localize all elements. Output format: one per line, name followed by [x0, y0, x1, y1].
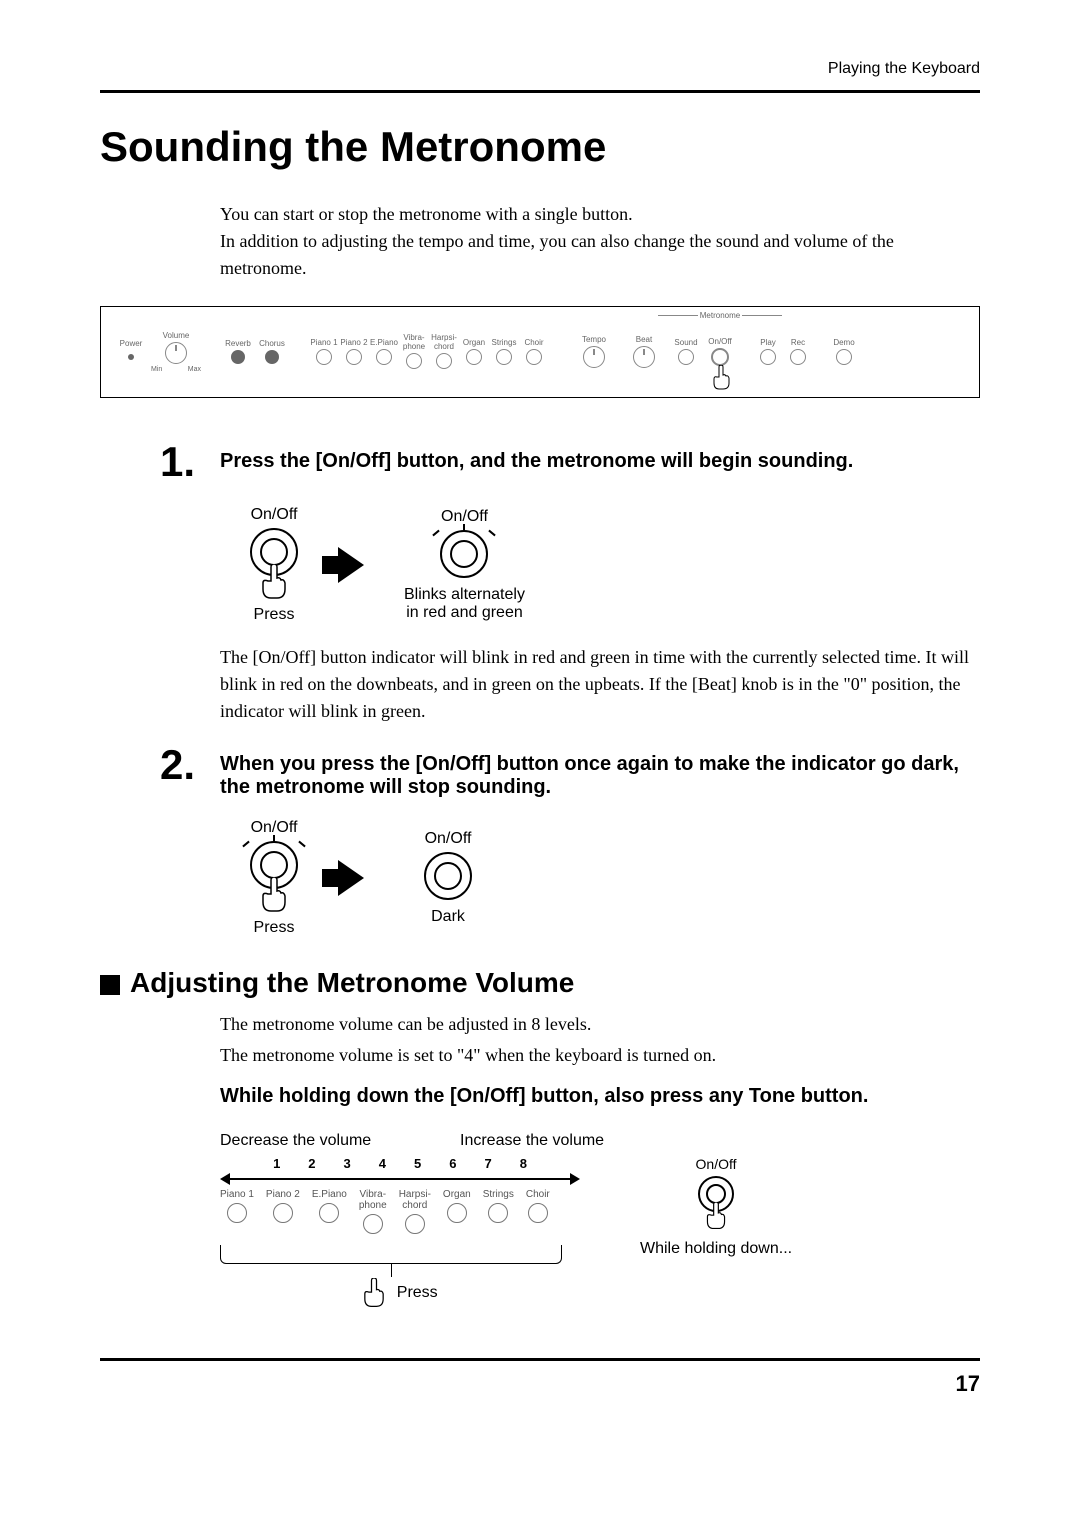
panel-tone-1: Piano 2 — [339, 338, 369, 347]
vol-hold: While holding down... — [640, 1240, 792, 1258]
panel-volume-label: Volume — [151, 331, 201, 340]
volume-figure: Decrease the volume Increase the volume … — [220, 1132, 980, 1308]
arrow-icon-2 — [338, 860, 364, 896]
vol-tone-6: Strings — [483, 1189, 514, 1200]
header-section: Playing the Keyboard — [100, 60, 980, 78]
vol-num-2: 2 — [308, 1156, 315, 1171]
panel-beat: Beat — [619, 335, 669, 344]
vol-press: Press — [397, 1284, 438, 1301]
vol-max: Max — [188, 366, 201, 373]
fig1-blink2: in red and green — [404, 604, 525, 622]
vol-tone-3: Vibra- phone — [359, 1189, 387, 1211]
panel-demo: Demo — [829, 338, 859, 347]
figure-1: On/Off Press On/Off Blinks alternately i… — [250, 506, 980, 624]
top-rule — [100, 90, 980, 93]
step-1-num: 1. — [160, 438, 220, 486]
panel-onoff: On/Off — [703, 337, 737, 346]
panel-tone-5: Organ — [459, 338, 489, 347]
panel-rec: Rec — [783, 338, 813, 347]
figure-2: On/Off Press On/Off Dark — [250, 819, 980, 937]
metronome-group-label: Metronome — [700, 311, 740, 320]
vol-tone-2: E.Piano — [312, 1189, 347, 1200]
vol-num-3: 3 — [344, 1156, 351, 1171]
vol-min: Min — [151, 366, 162, 373]
subsection-heading: Adjusting the Metronome Volume — [100, 967, 980, 999]
intro-line-2: In addition to adjusting the tempo and t… — [220, 228, 980, 282]
vol-onoff: On/Off — [640, 1156, 792, 1172]
vol-tone-1: Piano 2 — [266, 1189, 300, 1200]
panel-power-label: Power — [111, 339, 151, 348]
panel-play: Play — [753, 338, 783, 347]
panel-tone-7: Choir — [519, 338, 549, 347]
panel-tone-4: Harpsi- chord — [429, 333, 459, 351]
vol-num-4: 4 — [379, 1156, 386, 1171]
fig1-blink1: Blinks alternately — [404, 586, 525, 604]
vol-tone-7: Choir — [526, 1189, 550, 1200]
panel-chorus: Chorus — [255, 339, 289, 348]
intro-line-1: You can start or stop the metronome with… — [220, 201, 980, 228]
panel-tone-6: Strings — [489, 338, 519, 347]
body-paragraph-1: The [On/Off] button indicator will blink… — [220, 644, 980, 725]
vol-num-7: 7 — [484, 1156, 491, 1171]
panel-tone-3: Vibra- phone — [399, 333, 429, 351]
vol-tone-5: Organ — [443, 1189, 471, 1200]
vol-num-8: 8 — [520, 1156, 527, 1171]
panel-sound: Sound — [669, 338, 703, 347]
panel-tone-2: E.Piano — [369, 338, 399, 347]
body-2b: The metronome volume is set to "4" when … — [220, 1042, 980, 1069]
vol-num-5: 5 — [414, 1156, 421, 1171]
instruction: While holding down the [On/Off] button, … — [220, 1085, 980, 1108]
page-title: Sounding the Metronome — [100, 123, 980, 171]
panel-tone-0: Piano 1 — [309, 338, 339, 347]
vol-tone-0: Piano 1 — [220, 1189, 254, 1200]
vol-num-6: 6 — [449, 1156, 456, 1171]
vol-tone-4: Harpsi- chord — [399, 1189, 431, 1211]
fig2-onoff-right: On/Off — [424, 830, 472, 848]
body-2a: The metronome volume can be adjusted in … — [220, 1011, 980, 1038]
fig1-onoff-left: On/Off — [250, 506, 298, 524]
fig1-press: Press — [250, 606, 298, 624]
bottom-rule — [100, 1358, 980, 1361]
page-number: 17 — [100, 1371, 980, 1397]
vol-inc-label: Increase the volume — [460, 1132, 604, 1150]
vol-dec-label: Decrease the volume — [220, 1132, 460, 1150]
step-2-num: 2. — [160, 741, 220, 799]
step-1-text: Press the [On/Off] button, and the metro… — [220, 438, 980, 486]
panel-reverb: Reverb — [221, 339, 255, 348]
fig2-dark: Dark — [424, 908, 472, 926]
panel-tempo: Tempo — [569, 335, 619, 344]
arrow-icon — [338, 547, 364, 583]
step-2-text: When you press the [On/Off] button once … — [220, 741, 980, 799]
fig2-press: Press — [250, 919, 298, 937]
control-panel-illustration: Power Volume Min Max Reverb Chorus Piano … — [100, 306, 980, 398]
vol-num-1: 1 — [273, 1156, 280, 1171]
